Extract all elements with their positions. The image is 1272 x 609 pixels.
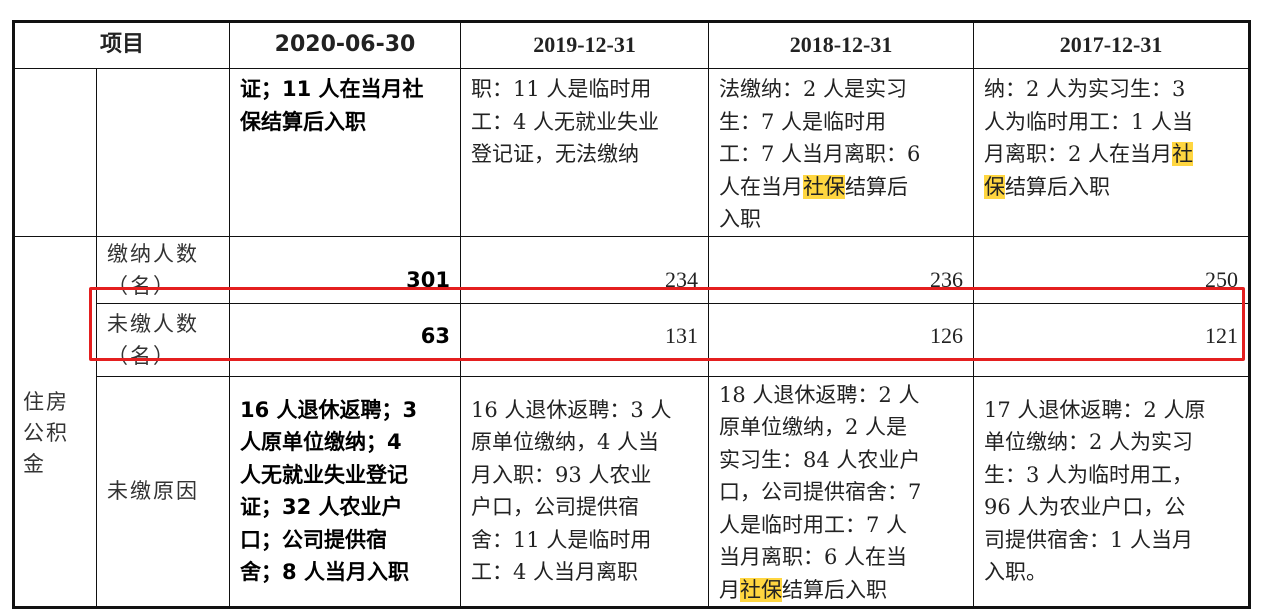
text-line: 法缴纳：2 人是实习 [719,77,908,101]
header-date-2018-12-31: 2018-12-31 [708,21,975,69]
empty-cell [13,68,97,237]
unpaid-count-2020: 63 [229,302,462,377]
text-line: （名） [107,343,176,368]
header-date-2017-12-31: 2017-12-31 [973,21,1251,69]
text-line: 生：3 人为临时用工， [984,462,1194,487]
paid-count-2018: 236 [708,235,975,304]
header-date-2020-06-30: 2020-06-30 [229,21,462,69]
text-line: 缴纳人数 [107,241,199,266]
text-line: 原单位缴纳，4 人当 [471,430,660,455]
unpaid-reason-2020: 16 人退休返聘；3 人原单位缴纳；4 人无就业失业登记 证；32 人农业户 口；公司提… [229,375,462,608]
text-line: 口，公司提供宿舍：7 [719,480,922,504]
unpaid-reason-2019: 16 人退休返聘：3 人原单位缴纳，4 人当 月入职：93 人农业 户口，公司提供宿… [460,375,710,608]
text-line: 职：11 人是临时用 [471,77,652,101]
text-line: 人在当月社保结算后 [719,174,909,199]
text-line: 证；11 人在当月社 [240,77,424,101]
text-line: 原单位缴纳，2 人是 [719,415,908,439]
text-line: 口；公司提供宿 [240,527,388,552]
text-line: 月离职：2 人在当月社 [984,142,1194,166]
text-line: 人无就业失业登记 [240,462,409,487]
text-line: 公积 [23,420,69,445]
unpaid-count-label: 未缴人数 （名） [95,302,231,377]
text-line: 16 人退休返聘：3 人 [471,397,672,422]
text-line: 入职。 [984,560,1048,585]
text-line: 保结算后入职 [240,109,367,134]
paid-count-2020: 301 [229,235,462,304]
text-line: 登记证，无法缴纳 [471,142,640,166]
continued-reason-2019: 职：11 人是临时用 工：4 人无就业失业 登记证，无法缴纳 [460,68,710,237]
text-line: 舍；8 人当月入职 [240,560,409,585]
text-line: 纳：2 人为实习生：3 [984,77,1186,101]
text-line: 当月离职：6 人在当 [719,545,908,569]
text-line: 户口，公司提供宿 [471,495,640,520]
text-line: 工：4 人当月离职 [471,560,639,585]
text-line: 住房 [23,389,69,414]
text-line: 入职 [719,207,762,231]
paid-count-2019: 234 [460,235,710,304]
table-row-continued-reasons: 证；11 人在当月社 保结算后入职 职：11 人是临时用 工：4 人无就业失业 登记证… [13,68,1251,237]
text-line: 月社保结算后入职 [719,577,888,602]
empty-cell [95,68,231,237]
text-line: 16 人退休返聘；3 [240,397,418,422]
header-row: 项目 2020-06-30 2019-12-31 2018-12-31 2017… [12,21,1251,69]
highlighted-term: 社 [1172,142,1194,166]
header-item: 项目 [12,21,231,69]
text-line: 未缴人数 [107,311,199,336]
unpaid-reasons-label: 未缴原因 [95,375,231,608]
housing-fund-group-label: 住房 公积金 [13,235,97,608]
text-line: 工：7 人当月离职：6 [719,142,921,166]
table-row-unpaid-count: 未缴人数 （名） 63 131 126 121 [14,302,1251,377]
text-line: 金 [23,451,46,476]
text-line: 人原单位缴纳；4 [240,430,402,455]
header-date-2019-12-31: 2019-12-31 [460,21,710,69]
text-line: 工：4 人无就业失业 [471,109,660,134]
text-line: 18 人退休返聘：2 人 [719,382,920,407]
unpaid-count-2018: 126 [708,302,975,377]
continued-reason-2020: 证；11 人在当月社 保结算后入职 [229,68,462,237]
highlighted-term: 保 [984,174,1006,199]
continued-reason-2017: 纳：2 人为实习生：3 人为临时用工：1 人当 月离职：2 人在当月社 保结算后入职 [973,68,1251,237]
unpaid-count-2019: 131 [460,302,710,377]
unpaid-reason-2018: 18 人退休返聘：2 人原单位缴纳，2 人是 实习生：84 人农业户 口，公司提供宿… [708,375,975,608]
text-line: （名） [107,273,176,298]
continued-reason-2018: 法缴纳：2 人是实习 生：7 人是临时用工：7 人当月离职：6 人在当月社保结算后入… [708,68,975,237]
text-line: 舍：11 人是临时用 [471,527,652,552]
text-line: 生：7 人是临时用 [719,109,887,134]
text-line: 保结算后入职 [984,174,1111,199]
unpaid-count-2017: 121 [973,302,1251,377]
text-line: 单位缴纳：2 人为实习 [984,430,1194,455]
text-line: 司提供宿舍：1 人当月 [984,527,1194,552]
text-line: 人是临时用工：7 人 [719,512,908,537]
unpaid-reason-2017: 17 人退休返聘：2 人原 单位缴纳：2 人为实习 生：3 人为临时用工， 96 人为… [973,375,1251,608]
social-insurance-table: 项目 2020-06-30 2019-12-31 2018-12-31 2017… [12,20,1252,609]
text-line: 实习生：84 人农业户 [719,447,921,472]
text-line: 96 人为农业户口，公 [984,495,1186,520]
text-line: 17 人退休返聘：2 人原 [984,397,1206,422]
text-line: 人为临时用工：1 人当 [984,109,1194,134]
paid-count-label: 缴纳人数 （名） [95,235,231,304]
table-row-unpaid-reasons: 未缴原因 16 人退休返聘；3 人原单位缴纳；4 人无就业失业登记 证；32 人农业户… [14,375,1251,608]
text-line: 证；32 人农业户 [240,495,403,520]
paid-count-2017: 250 [973,235,1251,304]
table-row-paid-count: 住房公积金 缴纳人数 （名） 301 234 236 250 [13,235,1251,608]
highlighted-term: 社保 [803,174,846,199]
text-line: 月入职：93 人农业 [471,462,652,487]
